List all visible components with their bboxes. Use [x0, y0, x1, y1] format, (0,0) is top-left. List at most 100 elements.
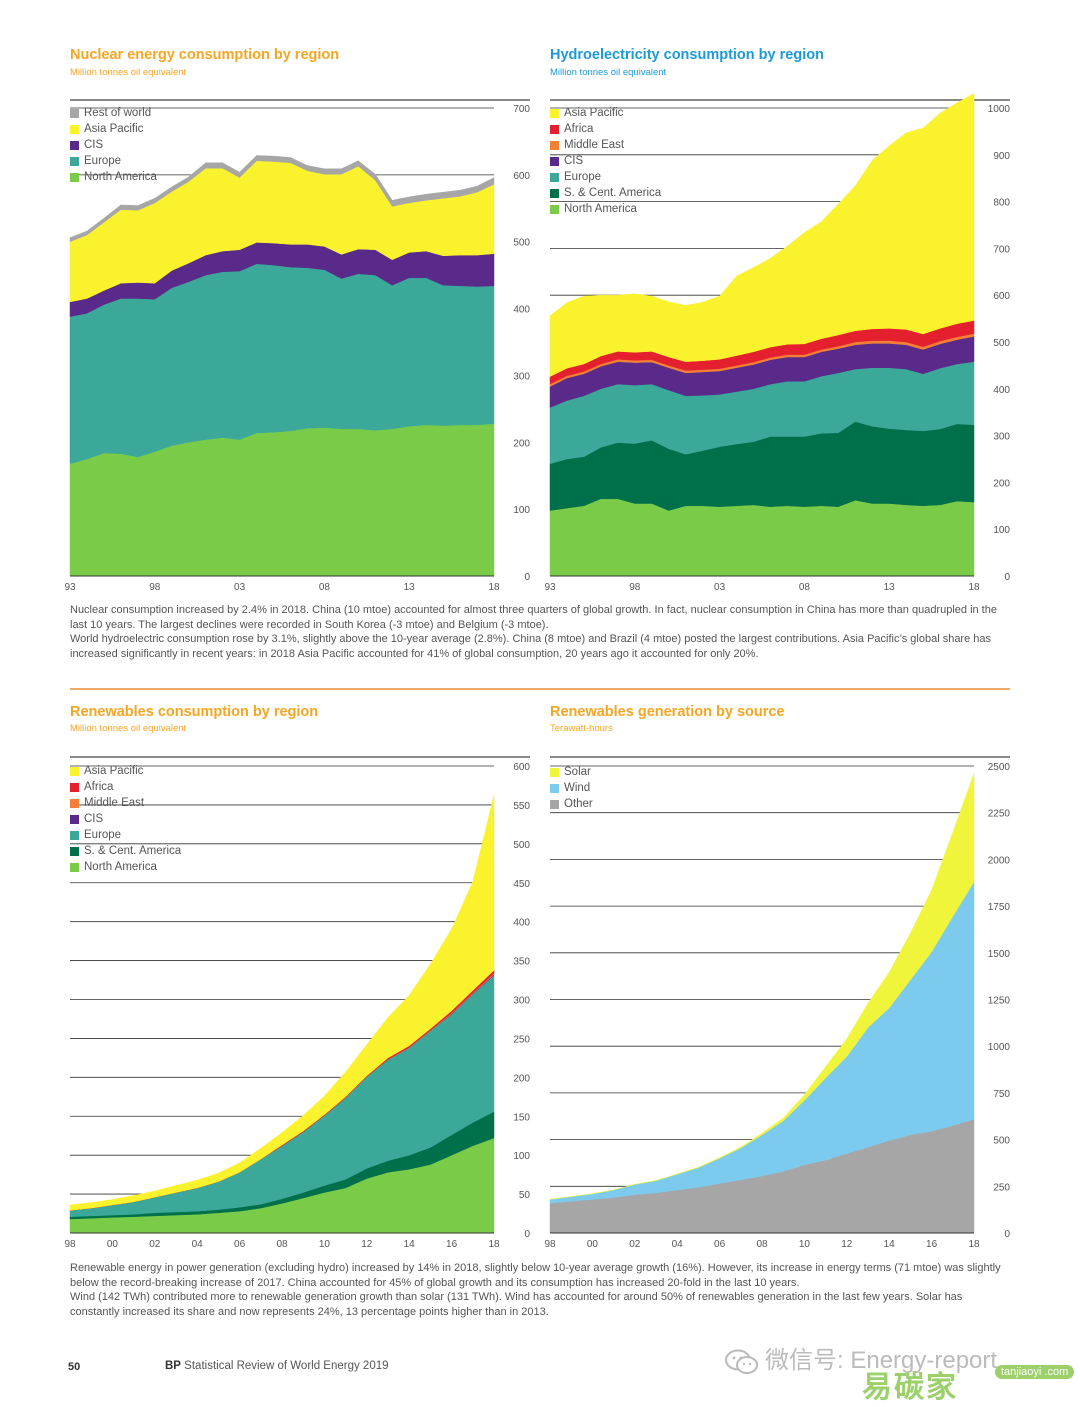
- legend-swatch: [550, 172, 559, 182]
- y-tick-label: 500: [513, 840, 530, 851]
- chart-title-renewable-gen: Renewables generation by source: [550, 704, 785, 720]
- legend-swatch: [70, 782, 79, 792]
- chart-top-rule: [70, 756, 530, 758]
- chart-top-rule: [550, 99, 1010, 101]
- hydro-legend: Asia Pacific Africa Middle East CIS Europe S.…: [550, 105, 661, 217]
- wechat-icon: [725, 1349, 758, 1374]
- caption-bottom: Renewable energy in power generation (ex…: [70, 1261, 1010, 1319]
- y-tick-label: 750: [993, 1089, 1010, 1100]
- legend-label: S. & Cent. America: [84, 845, 182, 857]
- x-tick-label: 04: [192, 1239, 204, 1250]
- y-tick-label: 200: [513, 438, 530, 449]
- chart-title-nuclear: Nuclear energy consumption by region: [70, 47, 340, 63]
- legend-item-cis: CIS: [70, 137, 157, 153]
- y-tick-label: 1500: [988, 949, 1011, 960]
- y-tick-label: 50: [519, 1190, 531, 1201]
- nuclear-legend: Rest of world Asia Pacific CIS Europe North …: [70, 105, 157, 185]
- x-tick-label: 03: [234, 582, 246, 593]
- legend-item-cis: CIS: [70, 811, 181, 827]
- x-tick-label: 08: [319, 582, 331, 593]
- watermark-site-url: tanjiaoyi .com: [995, 1365, 1075, 1379]
- y-tick-label: 700: [993, 244, 1010, 255]
- watermark-wechat-text: 微信号: Energy-report: [765, 1347, 998, 1374]
- legend-swatch: [70, 156, 79, 166]
- legend-item-asia-pacific: Asia Pacific: [70, 763, 181, 779]
- y-tick-label: 350: [513, 957, 530, 968]
- legend-item-middle-east: Middle East: [550, 137, 661, 153]
- legend-label: North America: [84, 861, 157, 873]
- y-tick-label: 550: [513, 801, 530, 812]
- legend-swatch: [550, 108, 559, 118]
- x-tick-label: 98: [629, 582, 641, 593]
- x-tick-label: 03: [714, 582, 726, 593]
- section-divider: [70, 688, 1010, 690]
- legend-label: CIS: [84, 813, 104, 825]
- legend-label: Asia Pacific: [84, 765, 144, 777]
- y-tick-label: 400: [513, 918, 530, 929]
- area-rest-of-world: [69, 155, 495, 243]
- y-tick-label: 600: [513, 762, 530, 773]
- legend-item-s-cent-america: S. & Cent. America: [550, 185, 661, 201]
- x-tick-label: 93: [544, 582, 556, 593]
- legend-item-asia-pacific: Asia Pacific: [70, 121, 157, 137]
- legend-item-wind: Wind: [550, 780, 593, 796]
- legend-label: North America: [564, 203, 637, 215]
- renewables-chart: 0 50 100 150 200 250 300 350 400 450 500 550 600 98 00…: [64, 762, 531, 1250]
- x-tick-label: 06: [234, 1239, 246, 1250]
- legend-item-asia-pacific: Asia Pacific: [550, 105, 661, 121]
- y-tick-label: 600: [513, 171, 530, 182]
- area-solar: [549, 773, 975, 1200]
- legend-label: Solar: [564, 766, 591, 778]
- y-tick-label: 200: [513, 1073, 530, 1084]
- y-tick-label: 2000: [988, 855, 1011, 866]
- x-tick-label: 10: [319, 1239, 331, 1250]
- watermark-site: 易碳家: [862, 1371, 958, 1404]
- legend-swatch: [70, 814, 79, 824]
- legend-label: Europe: [84, 829, 122, 841]
- y-tick-label: 2500: [988, 762, 1011, 773]
- page-number: 50: [68, 1361, 81, 1373]
- legend-swatch: [550, 124, 559, 134]
- y-tick-label: 700: [513, 104, 530, 115]
- y-tick-label: 400: [993, 385, 1010, 396]
- x-tick-label: 02: [149, 1239, 161, 1250]
- x-tick-label: 18: [968, 1239, 980, 1250]
- legend-swatch: [550, 799, 559, 809]
- legend-swatch: [70, 830, 79, 840]
- chart-subtitle-renewable-gen: Terawatt-hours: [550, 723, 613, 734]
- legend-swatch: [70, 140, 79, 150]
- legend-label: CIS: [564, 155, 584, 167]
- legend-swatch: [70, 108, 79, 118]
- legend-swatch: [550, 767, 559, 777]
- x-tick-label: 98: [544, 1239, 556, 1250]
- legend-item-north-america: North America: [70, 169, 157, 185]
- y-tick-label: 250: [513, 1034, 530, 1045]
- legend-label: North America: [84, 171, 157, 183]
- y-tick-label: 100: [993, 525, 1010, 536]
- legend-label: CIS: [84, 139, 104, 151]
- chart-top-rule: [70, 99, 530, 101]
- legend-swatch: [550, 783, 559, 793]
- legend-swatch: [70, 124, 79, 134]
- legend-item-other: Other: [550, 796, 593, 812]
- x-tick-label: 10: [799, 1239, 811, 1250]
- hydro-chart: 0 100 200 300 400 500 600 700 800 900 1000 93 98 03 08…: [544, 93, 1011, 593]
- caption-nuclear: Nuclear consumption increased by 2.4% in…: [70, 604, 997, 631]
- legend-label: Africa: [564, 123, 594, 135]
- x-tick-label: 00: [107, 1239, 119, 1250]
- legend-swatch: [550, 204, 559, 214]
- y-tick-label: 1000: [988, 104, 1011, 115]
- legend-label: Asia Pacific: [564, 107, 624, 119]
- x-tick-label: 12: [841, 1239, 853, 1250]
- area-series-group: [69, 795, 495, 1234]
- y-tick-label: 100: [513, 1151, 530, 1162]
- y-tick-label: 0: [1004, 572, 1010, 583]
- chart-top-rule: [550, 756, 1010, 758]
- area-north-america: [549, 498, 975, 577]
- footer-brand-bp: BP: [165, 1360, 181, 1372]
- legend-swatch: [550, 156, 559, 166]
- y-tick-label: 300: [993, 432, 1010, 443]
- caption-hydro: World hydroelectric consumption rose by …: [70, 633, 992, 660]
- x-tick-label: 02: [629, 1239, 641, 1250]
- legend-swatch: [70, 862, 79, 872]
